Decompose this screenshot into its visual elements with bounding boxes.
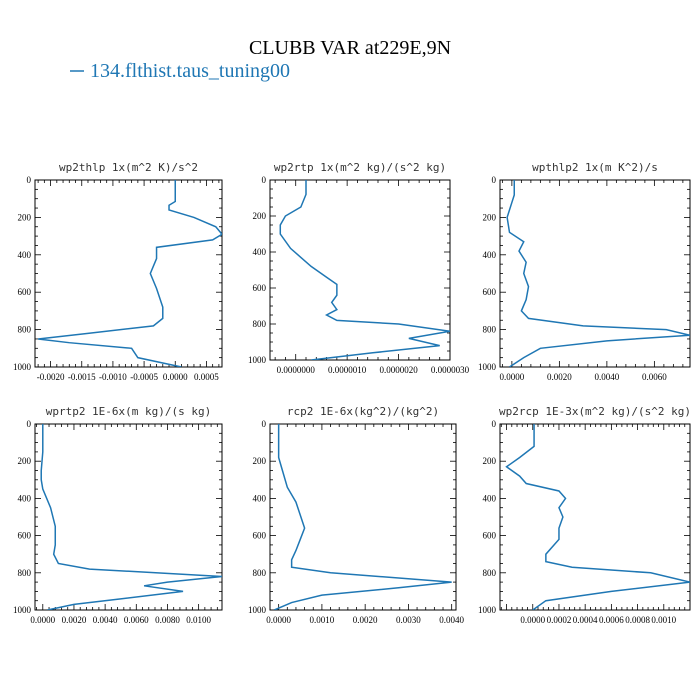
plot-frame bbox=[499, 179, 691, 368]
x-tick-label: -0.0010 bbox=[99, 372, 127, 382]
y-tick-label: 1000 bbox=[478, 362, 497, 372]
panel-title: wp2thlp 1x(m^2 K)/s^2 bbox=[59, 161, 198, 174]
panel-0: wp2thlp 1x(m^2 K)/s^2 0 200 400 600 800 1000 -0… bbox=[13, 161, 223, 382]
y-tick-label: 600 bbox=[483, 287, 497, 297]
y-tick-label: 600 bbox=[483, 531, 497, 541]
x-tick-label: 0.0060 bbox=[642, 372, 667, 382]
y-tick-label: 800 bbox=[18, 568, 32, 578]
panel-2: wpthlp2 1x(m K^2)/s020040060080010000.00… bbox=[478, 161, 691, 382]
series-line-0 bbox=[38, 180, 222, 367]
y-tick-label: 400 bbox=[483, 493, 497, 503]
y-tick-label: 0 bbox=[27, 419, 32, 429]
x-tick-label: 0.0000020 bbox=[379, 365, 418, 375]
y-tick-label: 200 bbox=[253, 456, 267, 466]
x-tick-label: 0.0010 bbox=[651, 615, 676, 625]
y-tick-label: 600 bbox=[18, 531, 32, 541]
panel-title: wp2rcp 1E-3x(m^2 kg)/(s^2 kg) bbox=[499, 405, 691, 418]
y-tick-label: 1000 bbox=[248, 605, 267, 615]
panel-title: wp2rtp 1x(m^2 kg)/(s^2 kg) bbox=[274, 161, 446, 174]
y-tick-label: 1000 bbox=[13, 605, 32, 615]
x-tick-label: 0.0000 bbox=[500, 372, 525, 382]
y-tick-label: 400 bbox=[483, 250, 497, 260]
y-tick-label: 800 bbox=[18, 325, 32, 335]
x-tick-label: 0.0030 bbox=[396, 615, 421, 625]
x-tick-label: 0.0000000 bbox=[277, 365, 316, 375]
x-tick-label: 0.0040 bbox=[93, 615, 118, 625]
x-tick-label: 0.0006 bbox=[599, 615, 624, 625]
y-tick-label: 0 bbox=[492, 419, 497, 429]
x-tick-label: 0.0000 bbox=[30, 615, 55, 625]
x-tick-label: 0.0060 bbox=[124, 615, 149, 625]
y-tick-label: 800 bbox=[483, 325, 497, 335]
x-tick-label: 0.0004 bbox=[573, 615, 598, 625]
series-line-0 bbox=[505, 424, 690, 610]
x-tick-label: 0.0000030 bbox=[431, 365, 470, 375]
y-tick-label: 200 bbox=[18, 456, 32, 466]
x-tick-label: 0.0020 bbox=[547, 372, 572, 382]
y-tick-label: 800 bbox=[253, 568, 267, 578]
plot-frame bbox=[34, 423, 223, 611]
y-tick-label: 0 bbox=[27, 175, 32, 185]
y-tick-label: 400 bbox=[18, 250, 32, 260]
plot-frame bbox=[269, 179, 451, 361]
x-tick-label: 0.0008 bbox=[625, 615, 650, 625]
y-tick-label: 400 bbox=[253, 247, 267, 257]
y-tick-label: 1000 bbox=[248, 355, 267, 365]
panel-title: wpthlp2 1x(m K^2)/s bbox=[532, 161, 658, 174]
plot-frame bbox=[269, 423, 457, 611]
x-tick-label: 0.0000 bbox=[163, 372, 188, 382]
x-tick-label: 0.0020 bbox=[62, 615, 87, 625]
legend-label: 134.flthist.taus_tuning00 bbox=[90, 60, 290, 82]
x-tick-label: 0.0010 bbox=[310, 615, 335, 625]
y-tick-label: 200 bbox=[18, 212, 32, 222]
x-tick-label: 0.0005 bbox=[194, 372, 219, 382]
y-tick-label: 1000 bbox=[13, 362, 32, 372]
y-tick-label: 0 bbox=[262, 175, 267, 185]
y-tick-label: 0 bbox=[492, 175, 497, 185]
x-tick-label: 0.0000 bbox=[266, 615, 291, 625]
y-tick-label: 600 bbox=[253, 531, 267, 541]
y-tick-label: 200 bbox=[483, 456, 497, 466]
panel-1: wp2rtp 1x(m^2 kg)/(s^2 kg) 0 200 400 600 800 1… bbox=[248, 161, 470, 375]
x-tick-label: -0.0005 bbox=[130, 372, 158, 382]
x-tick-label: 0.0020 bbox=[353, 615, 378, 625]
y-tick-label: 800 bbox=[483, 568, 497, 578]
panel-4: rcp2 1E-6x(kg^2)/(kg^2) 0 200 400 600 800 1000… bbox=[248, 405, 465, 625]
panel-title: wprtp2 1E-6x(m kg)/(s kg) bbox=[46, 405, 212, 418]
series-line-0 bbox=[506, 180, 690, 367]
y-tick-label: 600 bbox=[253, 283, 267, 293]
series-line-0 bbox=[40, 424, 222, 610]
plot-frame bbox=[34, 179, 223, 368]
y-tick-label: 200 bbox=[253, 211, 267, 221]
plot-frame bbox=[499, 423, 691, 611]
x-tick-label: 0.0040 bbox=[595, 372, 620, 382]
x-tick-label: -0.0020 bbox=[37, 372, 65, 382]
series-line-0 bbox=[274, 424, 452, 610]
figure-title: CLUBB VAR at229E,9N bbox=[249, 37, 451, 59]
panel-5: wp2rcp 1E-3x(m^2 kg)/(s^2 kg)0 200 400 600 8… bbox=[478, 405, 691, 625]
x-tick-label: -0.0015 bbox=[68, 372, 96, 382]
x-tick-label: 0.0040 bbox=[439, 615, 464, 625]
x-tick-label: 0.0002 bbox=[547, 615, 572, 625]
x-tick-label: 0.0000 bbox=[520, 615, 545, 625]
y-tick-label: 800 bbox=[253, 319, 267, 329]
legend: 134.flthist.taus_tuning00 bbox=[70, 60, 290, 82]
y-tick-label: 200 bbox=[483, 212, 497, 222]
y-tick-label: 400 bbox=[253, 493, 267, 503]
x-tick-label: 0.0100 bbox=[186, 615, 211, 625]
y-tick-label: 1000 bbox=[478, 605, 497, 615]
panel-3: wprtp2 1E-6x(m kg)/(s kg) 0 200 400 600 800 10… bbox=[13, 405, 223, 625]
x-tick-label: 0.0000010 bbox=[328, 365, 367, 375]
y-tick-label: 600 bbox=[18, 287, 32, 297]
y-tick-label: 0 bbox=[262, 419, 267, 429]
panel-title: rcp2 1E-6x(kg^2)/(kg^2) bbox=[287, 405, 439, 418]
series-line-0 bbox=[279, 180, 450, 360]
y-tick-label: 400 bbox=[18, 493, 32, 503]
x-tick-label: 0.0080 bbox=[155, 615, 180, 625]
